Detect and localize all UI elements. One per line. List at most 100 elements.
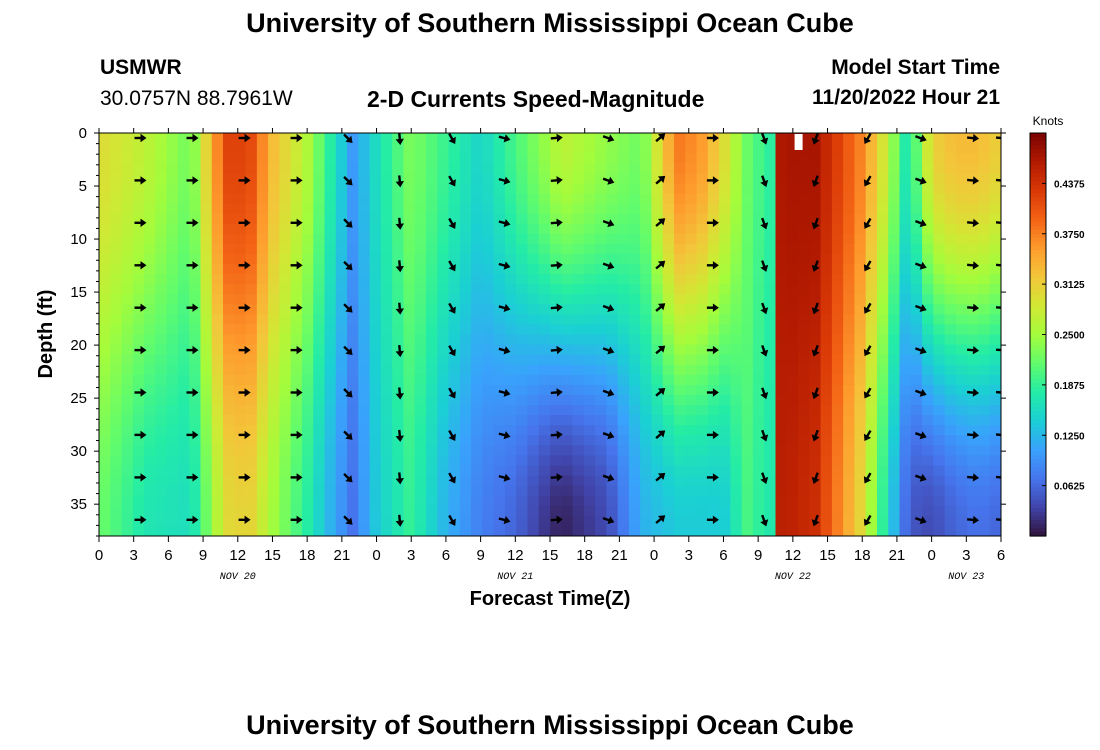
heatmap-cell [989, 465, 1001, 477]
heatmap-cell [110, 193, 123, 205]
heatmap-cell [674, 394, 686, 406]
heatmap-cell [504, 304, 517, 315]
heatmap-cell [414, 163, 427, 174]
heatmap-cell [606, 425, 619, 436]
heatmap-cell [583, 344, 596, 356]
heatmap-cell [155, 435, 168, 446]
heatmap-cell [685, 284, 698, 295]
heatmap-cell [155, 465, 168, 477]
colorbar-swatch [1030, 451, 1046, 456]
heatmap-cell [155, 364, 168, 376]
heatmap-cell [606, 274, 619, 285]
heatmap-cell [200, 294, 213, 305]
heatmap-cell [313, 455, 326, 467]
heatmap-cell [166, 515, 179, 527]
heatmap-cell [922, 203, 934, 215]
heatmap-cell [899, 475, 912, 487]
heatmap-cell [741, 193, 754, 205]
heatmap-cell [414, 133, 427, 144]
heatmap-cell [256, 515, 269, 527]
colorbar-swatch [1030, 419, 1046, 424]
heatmap-cell [132, 153, 145, 164]
heatmap-cell [685, 465, 698, 477]
heatmap-cell [279, 153, 292, 164]
heatmap-cell [132, 213, 145, 225]
heatmap-cell [166, 143, 179, 154]
heatmap-cell [922, 143, 934, 154]
heatmap-cell [166, 354, 179, 366]
heatmap-cell [595, 233, 607, 245]
colorbar-swatch [1030, 145, 1046, 150]
heatmap-cell [200, 284, 213, 295]
heatmap-cell [820, 334, 833, 346]
heatmap-cell [707, 294, 720, 305]
heatmap-cell [211, 405, 224, 416]
heatmap-cell [820, 183, 833, 195]
heatmap-cell [493, 223, 506, 235]
heatmap-cell [223, 233, 235, 245]
heatmap-cell [561, 253, 574, 265]
heatmap-cell [628, 213, 641, 225]
heatmap-cell [335, 475, 348, 487]
heatmap-cell [200, 274, 213, 285]
heatmap-cell [640, 384, 653, 396]
heatmap-cell [628, 435, 641, 446]
heatmap-cell [786, 314, 799, 326]
heatmap-cell [459, 415, 472, 426]
heatmap-cell [527, 374, 540, 386]
heatmap-cell [245, 495, 258, 507]
heatmap-cell [944, 384, 957, 396]
heatmap-cell [752, 263, 765, 275]
heatmap-cell [132, 173, 145, 184]
heatmap-cell [234, 415, 247, 426]
heatmap-cell [403, 153, 416, 164]
heatmap-cell [899, 364, 912, 376]
heatmap-cell [820, 475, 833, 487]
heatmap-cell [211, 143, 224, 154]
heatmap-cell [516, 495, 529, 507]
heatmap-cell [324, 415, 337, 426]
current-vector-arrow [186, 303, 199, 312]
heatmap-cell [324, 163, 337, 174]
heatmap-cell [279, 435, 292, 446]
heatmap-cell [752, 384, 765, 396]
heatmap-cell [504, 213, 517, 225]
heatmap-cell [955, 153, 968, 164]
heatmap-cell [888, 475, 901, 487]
current-vector-arrow [238, 261, 251, 270]
heatmap-cell [234, 505, 247, 517]
heatmap-cell [583, 455, 596, 467]
heatmap-cell [99, 213, 111, 225]
heatmap-cell [245, 415, 258, 426]
heatmap-cell [256, 405, 269, 416]
heatmap-cell [200, 354, 213, 366]
heatmap-cell [324, 384, 337, 396]
date-label: NOV 20 [220, 572, 256, 583]
heatmap-cell [301, 515, 314, 527]
heatmap-cell [527, 193, 540, 205]
heatmap-cell [617, 485, 630, 497]
heatmap-cell [414, 324, 427, 336]
heatmap-cell [617, 193, 630, 205]
heatmap-cell [313, 304, 326, 315]
heatmap-cell [358, 515, 371, 527]
heatmap-cell [595, 203, 607, 215]
heatmap-cell [448, 243, 461, 255]
heatmap-cell [595, 153, 607, 164]
heatmap-cell [888, 405, 901, 416]
heatmap-cell [933, 485, 946, 497]
heatmap-cell [414, 173, 427, 184]
heatmap-cell [121, 304, 134, 315]
heatmap-cell [899, 274, 912, 285]
current-vector-arrow [602, 304, 615, 312]
heatmap-cell [550, 253, 562, 265]
current-vectors [134, 133, 1001, 527]
heatmap-cell [166, 485, 179, 497]
heatmap-cell [922, 485, 934, 497]
heatmap-cell [876, 354, 889, 366]
heatmap-cell [843, 143, 856, 154]
heatmap-cell [786, 374, 799, 386]
heatmap-cell [674, 425, 686, 436]
heatmap-cell [854, 223, 867, 235]
heatmap-cell [403, 394, 416, 406]
